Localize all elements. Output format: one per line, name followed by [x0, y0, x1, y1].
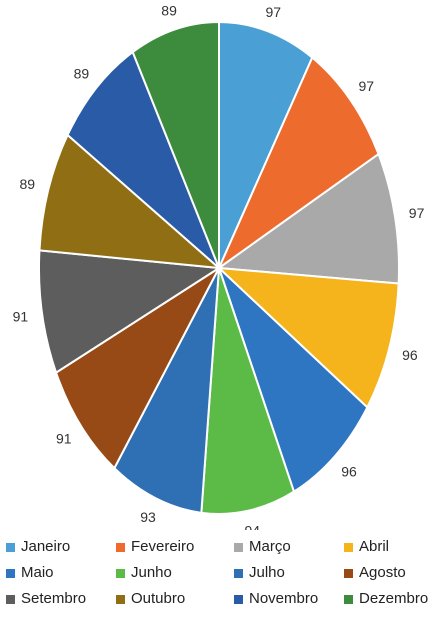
pie-slice-maio [218, 267, 369, 494]
pie-chart: 97 97 97 96 96 94 93 91 91 89 89 89 [13, 2, 425, 530]
legend-item-maio: Maio [6, 564, 116, 582]
pie-slice-outubro [38, 133, 222, 270]
legend-item-janeiro: Janeiro [6, 538, 116, 556]
legend-swatch [6, 594, 15, 604]
legend-swatch [116, 568, 125, 578]
legend-label: Dezembro [359, 590, 429, 607]
legend-label: Maio [21, 564, 54, 581]
legend-swatch [344, 542, 353, 552]
data-label-outubro: 89 [20, 176, 36, 192]
legend-swatch [6, 568, 15, 578]
legend-label: Julho [249, 564, 285, 581]
data-label-abril: 96 [402, 347, 418, 363]
data-label-janeiro: 97 [266, 4, 282, 20]
legend-item-novembro: Novembro [234, 590, 344, 608]
legend-label: Janeiro [21, 538, 71, 555]
legend-swatch [234, 594, 243, 604]
data-label-novembro: 89 [74, 65, 90, 81]
legend-swatch [344, 568, 353, 578]
data-label-julho: 93 [140, 509, 156, 525]
legend-item-outubro: Outubro [116, 590, 234, 608]
legend-swatch [116, 542, 125, 552]
legend-item-abril: Abril [344, 538, 430, 556]
pie-data-labels: 97 97 97 96 96 94 93 91 91 89 89 89 [13, 2, 425, 530]
pie-slice-fevereiro [216, 55, 380, 271]
legend-item-agosto: Agosto [344, 564, 430, 582]
chart-legend: Janeiro Fevereiro Março Abril Maio Junho Julho… [6, 538, 430, 608]
legend-item-dezembro: Dezembro [344, 590, 430, 608]
legend-label: Abril [359, 538, 390, 555]
legend-label: Setembro [21, 590, 87, 607]
data-label-fevereiro: 97 [359, 78, 375, 94]
pie-slices [38, 20, 400, 515]
pie-slice-marco [216, 152, 400, 285]
pie-slice-novembro [66, 50, 220, 269]
legend-swatch [6, 542, 15, 552]
legend-item-junho: Junho [116, 564, 234, 582]
legend-label: Junho [131, 564, 172, 581]
pie-slice-dezembro [131, 20, 220, 269]
legend-label: Fevereiro [131, 538, 195, 555]
data-label-maio: 96 [341, 464, 357, 480]
legend-swatch [234, 568, 243, 578]
data-label-marco: 97 [409, 205, 425, 221]
legend-label: Outubro [131, 590, 186, 607]
data-label-dezembro: 89 [161, 2, 177, 18]
pie-slice-abril [216, 266, 400, 409]
pie-slice-setembro [38, 249, 222, 375]
pie-slice-junho [200, 267, 296, 515]
legend-label: Agosto [359, 564, 406, 581]
legend-item-fevereiro: Fevereiro [116, 538, 234, 556]
legend-label: Novembro [249, 590, 319, 607]
legend-swatch [344, 594, 353, 604]
legend-item-julho: Julho [234, 564, 344, 582]
legend-item-marco: Março [234, 538, 344, 556]
legend-label: Março [249, 538, 291, 555]
legend-swatch [116, 594, 125, 604]
legend-item-setembro: Setembro [6, 590, 116, 608]
pie-slice-julho [113, 267, 220, 514]
pie-slice-janeiro [218, 20, 314, 269]
legend-swatch [234, 542, 243, 552]
data-label-setembro: 91 [13, 309, 29, 325]
pie-slice-agosto [54, 265, 222, 470]
data-label-junho: 94 [245, 522, 261, 530]
data-label-agosto: 91 [56, 430, 72, 446]
